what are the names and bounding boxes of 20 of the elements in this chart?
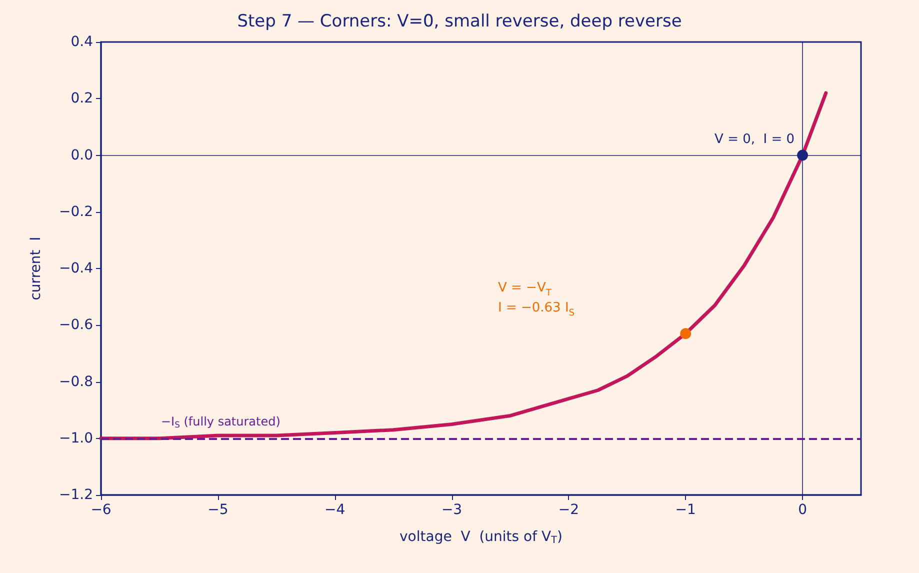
y-tick-label: −1.2 bbox=[59, 487, 93, 503]
y-tick-label: 0.4 bbox=[70, 34, 94, 50]
x-tick-label: −4 bbox=[324, 502, 346, 518]
annotation: V = 0, I = 0 bbox=[714, 132, 795, 147]
x-tick-label: −6 bbox=[90, 502, 112, 518]
y-tick-label: −0.2 bbox=[59, 204, 93, 220]
x-tick-label: −1 bbox=[675, 502, 696, 518]
x-tick-label: 0 bbox=[798, 502, 807, 518]
x-tick-label: −2 bbox=[558, 502, 580, 518]
y-tick-label: −0.8 bbox=[59, 374, 93, 390]
y-tick-label: −1.0 bbox=[59, 430, 93, 446]
y-tick-label: −0.4 bbox=[59, 260, 94, 276]
chart-title: Step 7 — Corners: V=0, small reverse, deep reverse bbox=[237, 12, 682, 32]
y-axis-title: current I bbox=[28, 236, 44, 300]
y-tick-label: −0.6 bbox=[59, 317, 94, 334]
line-series bbox=[99, 91, 828, 440]
y-tick-label: 0.2 bbox=[70, 90, 93, 107]
x-tick-label: −3 bbox=[441, 502, 462, 518]
y-tick-label: 0.0 bbox=[70, 147, 93, 164]
x-tick-label: −5 bbox=[208, 502, 228, 518]
